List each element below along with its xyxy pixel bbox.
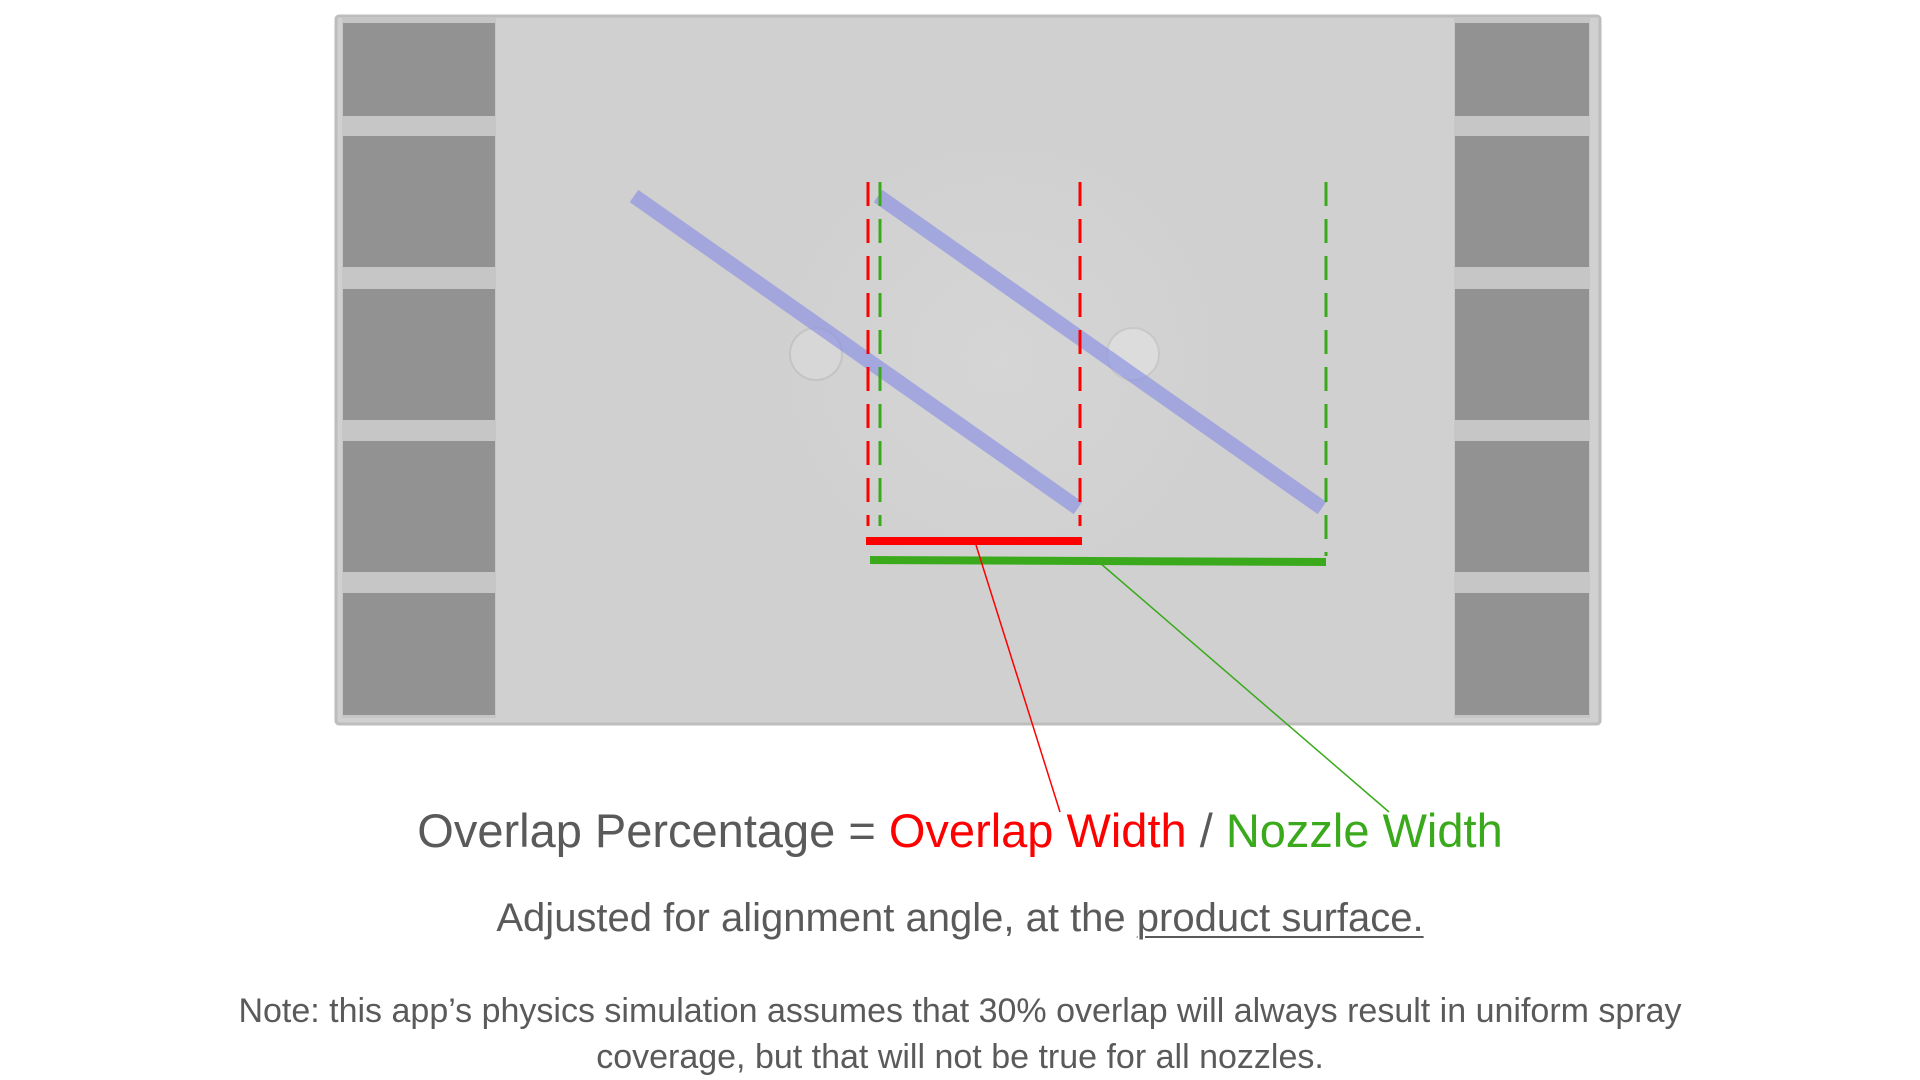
simulation-note: Note: this app’s physics simulation assu… bbox=[238, 992, 1682, 1076]
product-surface-emphasis: product surface. bbox=[1136, 896, 1424, 940]
right-roller-block bbox=[1455, 289, 1589, 420]
left-roller-block bbox=[343, 23, 495, 116]
nozzle-width-bar bbox=[869, 556, 1327, 566]
spray-fan-right bbox=[873, 189, 1327, 515]
right-roller-block bbox=[1455, 136, 1589, 267]
subtitle-prefix: Adjusted for alignment angle, at the bbox=[496, 896, 1137, 940]
left-roller-block bbox=[343, 289, 495, 420]
left-roller-block bbox=[343, 136, 495, 267]
right-roller-column bbox=[1454, 18, 1590, 718]
overlap-width-label: Overlap Width bbox=[888, 804, 1187, 857]
right-roller-block bbox=[1455, 593, 1589, 715]
alignment-subtitle: Adjusted for alignment angle, at the pro… bbox=[0, 896, 1920, 941]
overlap-leader-line bbox=[975, 544, 1061, 813]
right-roller-block bbox=[1455, 441, 1589, 572]
right-roller-block bbox=[1455, 23, 1589, 116]
formula-lhs: Overlap Percentage = bbox=[417, 804, 889, 857]
left-roller-column bbox=[342, 18, 496, 718]
nozzle-leader-line bbox=[1099, 562, 1390, 813]
formula-divider: / bbox=[1186, 804, 1226, 857]
nozzle-width-label: Nozzle Width bbox=[1225, 804, 1503, 857]
left-roller-block bbox=[343, 441, 495, 572]
left-roller-block bbox=[343, 593, 495, 715]
overlap-formula: Overlap Percentage = Overlap Width / Noz… bbox=[0, 803, 1920, 858]
spray-fan-left bbox=[629, 189, 1083, 515]
